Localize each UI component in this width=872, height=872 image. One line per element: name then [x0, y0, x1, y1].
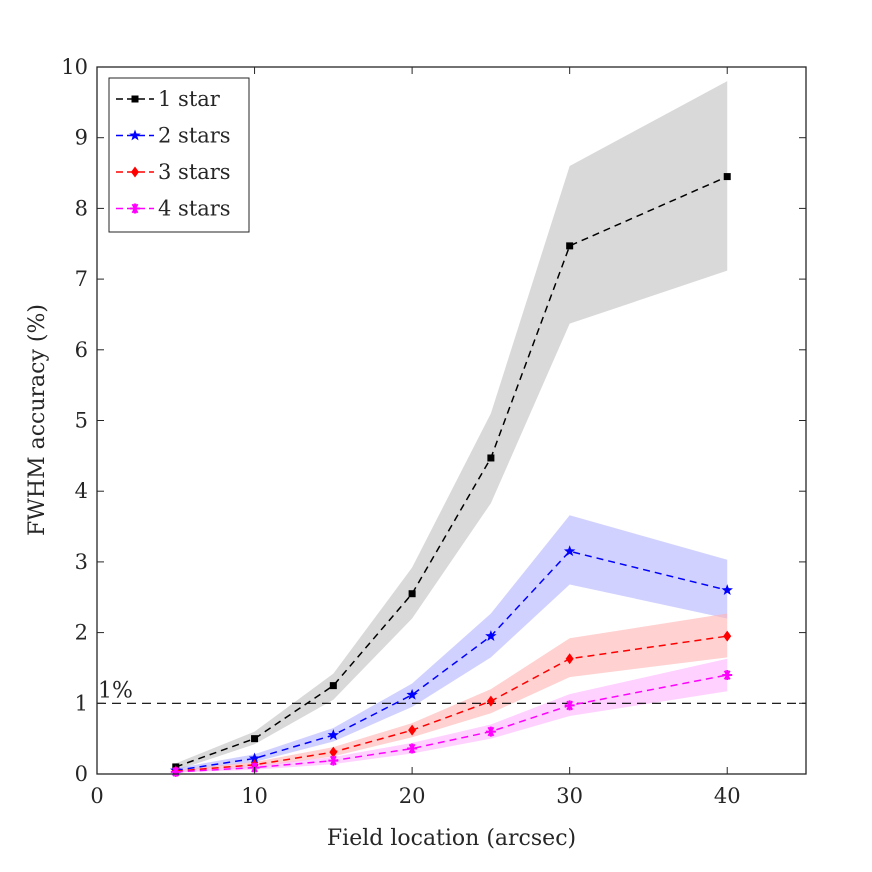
marker-4-stars-x20 [407, 743, 418, 754]
y-tick-label: 2 [75, 621, 88, 645]
x-tick-label: 0 [90, 784, 103, 808]
marker-1-star-x10 [251, 735, 259, 743]
marker-1-star-x30 [566, 242, 574, 250]
y-axis-ticks: 0 1 2 3 4 5 6 7 8 9 10 [61, 55, 806, 786]
marker-2-stars-x15 [327, 729, 340, 740]
marker-4-stars-x25 [485, 726, 496, 737]
marker-2-stars-x25 [485, 630, 497, 641]
marker-2-stars-x30 [563, 545, 576, 557]
y-tick-label: 8 [75, 196, 88, 220]
band-1-star [175, 81, 728, 771]
x-axis-title: Field location (arcsec) [327, 826, 576, 851]
band-3-stars [175, 613, 728, 773]
y-tick-label: 1 [75, 691, 88, 715]
legend-marker-3-stars [131, 166, 139, 178]
marker-2-stars-x40 [721, 584, 733, 596]
marker-1-star-x15 [329, 682, 337, 690]
y-tick-label: 10 [61, 55, 88, 79]
x-axis-ticks: 0 10 20 30 40 [90, 67, 741, 808]
x-tick-label: 30 [556, 784, 583, 808]
x-tick-label: 20 [399, 784, 426, 808]
y-tick-label: 0 [75, 762, 88, 786]
legend-label: 1 star [158, 87, 221, 111]
x-tick-label: 10 [241, 784, 268, 808]
y-tick-label: 5 [75, 409, 88, 433]
marker-1-star-x25 [487, 454, 495, 462]
legend-label: 3 stars [158, 160, 231, 184]
series-markers [170, 173, 733, 777]
marker-1-star-x20 [408, 590, 416, 598]
marker-4-stars-x30 [564, 700, 575, 711]
marker-4-stars-x15 [328, 755, 339, 766]
y-axis-title: FWHM accuracy (%) [25, 304, 50, 536]
legend-marker-1-star [131, 95, 139, 103]
marker-2-stars-x10 [248, 752, 261, 764]
legend-marker-4-stars [130, 203, 140, 214]
legend-box [108, 77, 250, 233]
y-tick-label: 6 [75, 338, 88, 362]
legend-label: 4 stars [158, 197, 231, 221]
y-tick-label: 4 [75, 479, 88, 503]
x-tick-label: 40 [714, 784, 741, 808]
marker-1-star-x40 [723, 173, 731, 181]
marker-3-stars-x20 [408, 724, 417, 736]
y-tick-label: 9 [75, 126, 88, 150]
confidence-bands [175, 81, 728, 773]
legend-label: 2 stars [158, 124, 231, 148]
reference-line-group: 1% [97, 678, 806, 704]
marker-3-stars-x25 [486, 695, 495, 707]
marker-4-stars-x5 [170, 766, 181, 777]
reference-line-label: 1% [98, 678, 133, 703]
marker-4-stars-x40 [722, 670, 733, 681]
legend-marker-2-stars [129, 129, 141, 141]
y-tick-label: 3 [75, 550, 88, 574]
band-2-stars [175, 515, 728, 772]
marker-2-stars-x20 [406, 688, 418, 700]
y-tick-label: 7 [75, 267, 88, 291]
marker-3-stars-x15 [329, 746, 338, 758]
legend: 1 star 2 stars 3 stars 4 stars [108, 77, 250, 233]
marker-3-stars-x40 [723, 630, 732, 642]
marker-3-stars-x30 [565, 653, 574, 665]
